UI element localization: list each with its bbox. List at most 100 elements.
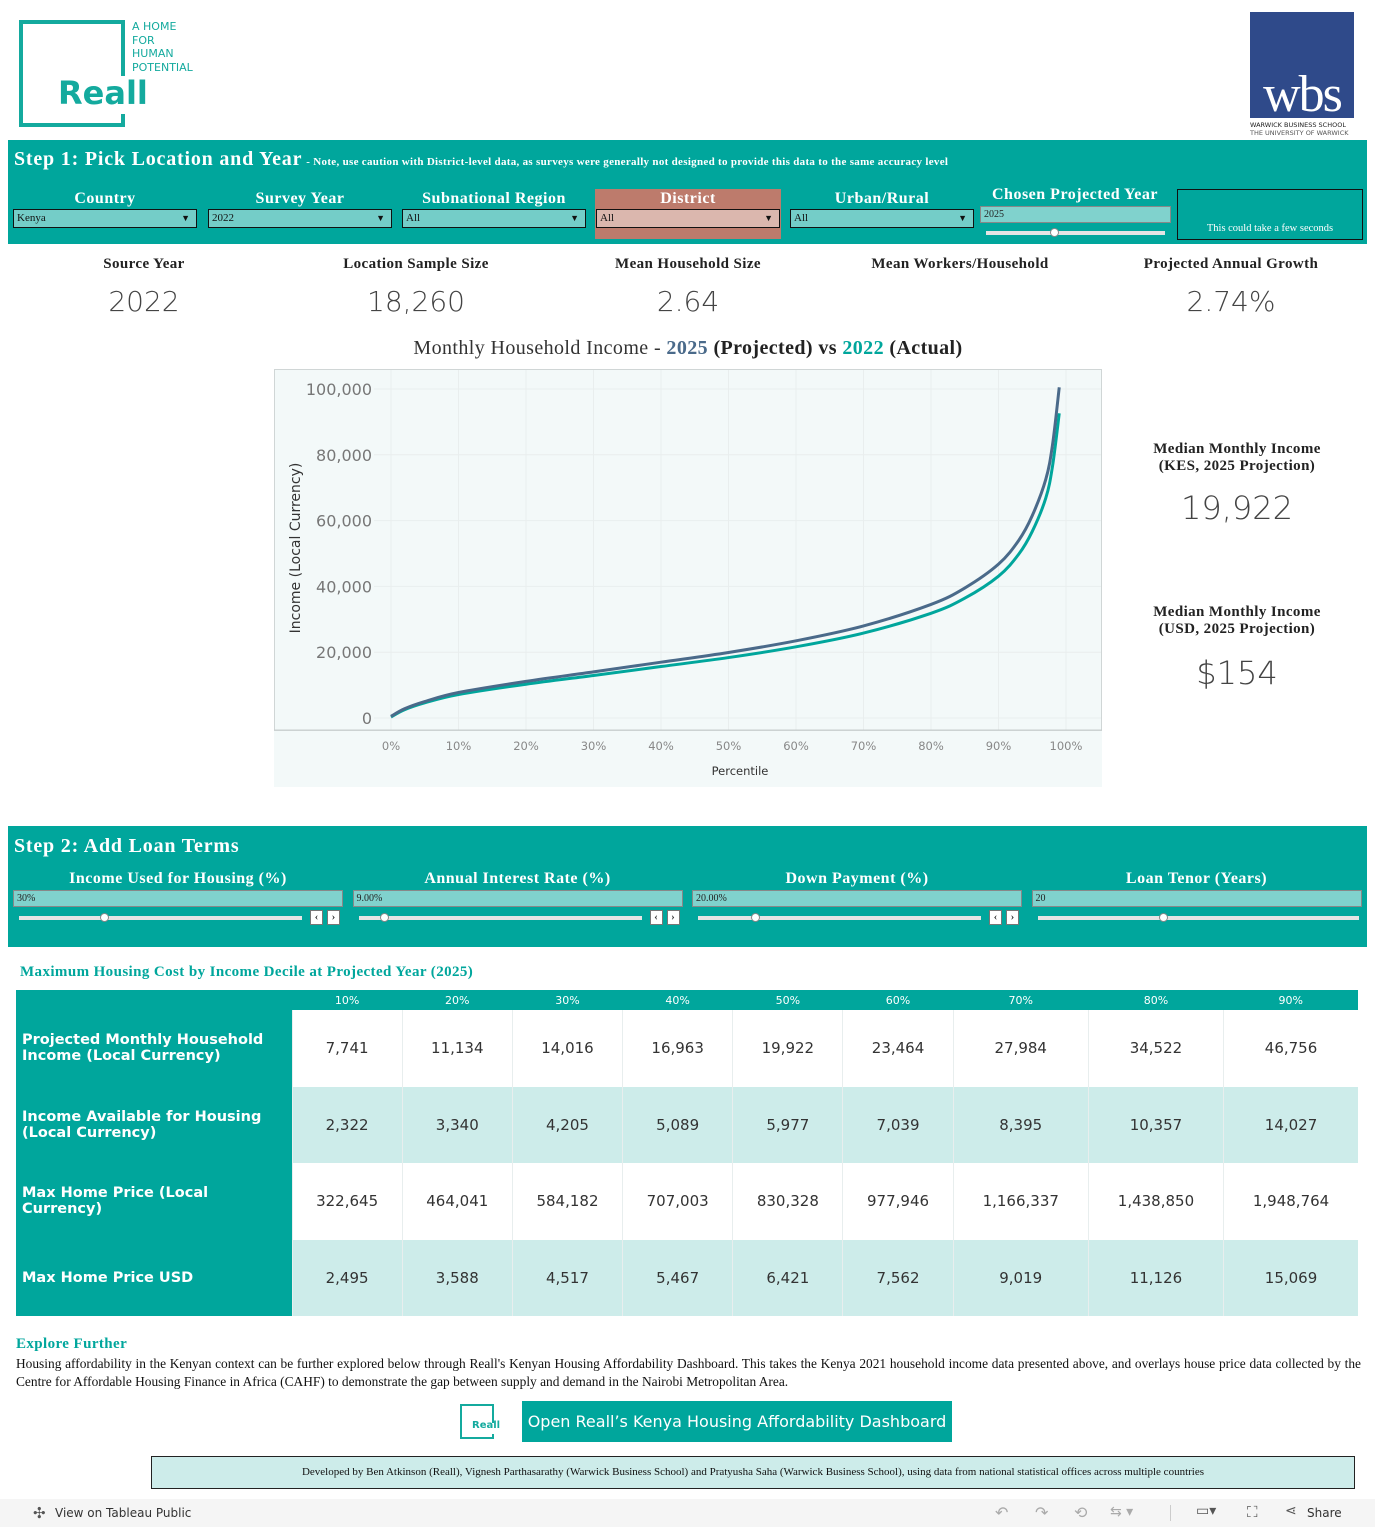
table-cell: 1,438,850	[1087, 1163, 1224, 1240]
param-slider[interactable]	[19, 913, 302, 922]
param-input[interactable]: 30%	[13, 890, 343, 907]
table-cell: 5,467	[622, 1239, 733, 1316]
table-cell: 11,126	[1087, 1239, 1224, 1316]
increment-button[interactable]: ›	[327, 910, 340, 925]
open-dashboard-button[interactable]: Open Reall’s Kenya Housing Affordability…	[522, 1401, 952, 1442]
slider-thumb[interactable]	[379, 913, 389, 922]
step1-title: Step 1: Pick Location and Year	[14, 148, 303, 170]
table-cell: 977,946	[842, 1163, 954, 1240]
param-input[interactable]: 9.00%	[352, 890, 683, 907]
tableau-toolbar: ✣ View on Tableau Public ↶ ↷ ⟲ ⇆ ▾ ▭▾ ⛶ …	[0, 1499, 1375, 1527]
kpi-label: Median Monthly Income	[1153, 604, 1321, 620]
param-label: Down Payment (%)	[785, 870, 929, 887]
x-tick-label: 60%	[783, 739, 809, 753]
fullscreen-icon[interactable]: ⛶	[1247, 1503, 1258, 1521]
slider-thumb[interactable]	[751, 913, 760, 922]
reall-small-logo: Reall	[460, 1403, 518, 1441]
stat-value: 18,260	[367, 285, 465, 318]
table-cell: 7,562	[842, 1239, 954, 1316]
decrement-button[interactable]: ‹	[649, 910, 663, 925]
param-slider[interactable]	[358, 913, 642, 922]
y-tick-label: 80,000	[316, 446, 372, 465]
table-cell: 16,963	[622, 1010, 733, 1087]
survey-year-value: 2022	[212, 212, 234, 224]
table-row: Max Home Price (Local Currency) 322,645 46…	[16, 1163, 1358, 1240]
table-cell: 46,756	[1223, 1010, 1358, 1087]
decrement-button[interactable]: ‹	[989, 910, 1002, 925]
urban-rural-dropdown[interactable]: All ▼	[790, 209, 974, 228]
step2-panel: Step 2: Add Loan Terms Income Used for H…	[8, 826, 1367, 947]
country-dropdown[interactable]: Kenya ▼	[13, 209, 197, 228]
param-input[interactable]: 20.00%	[692, 890, 1022, 907]
undo-icon[interactable]: ↶	[995, 1503, 1009, 1522]
table-cell: 15,069	[1223, 1239, 1358, 1316]
table-cell: 11,134	[401, 1010, 513, 1087]
revert-icon[interactable]: ⟲	[1074, 1503, 1088, 1522]
comment-icon[interactable]: ▭▾	[1196, 1503, 1217, 1519]
slider-thumb[interactable]	[1158, 913, 1168, 922]
param-input[interactable]: 20	[1031, 890, 1362, 907]
country-label: Country	[74, 190, 136, 207]
table-cell: 9,019	[952, 1239, 1089, 1316]
loading-note-box: This could take a few seconds	[1177, 189, 1363, 240]
redo-icon[interactable]: ↷	[1035, 1503, 1049, 1522]
table-row: Projected Monthly Household Income (Loca…	[16, 1010, 1358, 1087]
country-value: Kenya	[17, 212, 46, 224]
district-dropdown[interactable]: All ▼	[596, 209, 780, 228]
projected-year-slider[interactable]	[986, 228, 1165, 237]
dropdown-arrow-icon: ▼	[181, 213, 190, 223]
slider-thumb[interactable]	[1050, 228, 1059, 237]
step1-note: - Note, use caution with District-level …	[306, 156, 949, 168]
wbs-wordmark: wbs	[1263, 66, 1343, 123]
projected-year-label: Chosen Projected Year	[991, 186, 1158, 203]
district-value: All	[600, 212, 615, 224]
chart-title-actual-year: 2022	[842, 337, 884, 359]
y-tick-label: 60,000	[316, 512, 372, 531]
dropdown-arrow-icon: ▼	[764, 213, 773, 223]
decrement-button[interactable]: ‹	[310, 910, 323, 925]
chart-title-text: Monthly Household Income -	[413, 337, 662, 359]
view-on-tableau-link[interactable]: View on Tableau Public	[55, 1506, 192, 1520]
kpi-value: 19,922	[1181, 489, 1293, 527]
tagline-line: POTENTIAL	[132, 60, 193, 74]
x-tick-label: 100%	[1050, 739, 1083, 753]
table-cell: 14,016	[511, 1010, 623, 1087]
column-header: 10%	[292, 990, 403, 1010]
survey-year-dropdown[interactable]: 2022 ▼	[208, 209, 392, 228]
table-cell: 1,166,337	[952, 1163, 1089, 1240]
param-label: Annual Interest Rate (%)	[424, 870, 611, 887]
credits-box: Developed by Ben Atkinson (Reall), Vigne…	[151, 1456, 1355, 1489]
param-label: Loan Tenor (Years)	[1125, 870, 1268, 887]
row-header: Projected Monthly Household Income (Loca…	[16, 1010, 292, 1087]
refresh-icon[interactable]: ⇆ ▾	[1110, 1504, 1134, 1520]
param-slider[interactable]	[698, 913, 981, 922]
kpi-median-usd: Median Monthly Income (USD, 2025 Project…	[1110, 604, 1364, 692]
region-dropdown[interactable]: All ▼	[402, 209, 586, 228]
chart-title: Monthly Household Income - 2025 (Project…	[274, 337, 1102, 360]
share-icon[interactable]: ⋖	[1285, 1503, 1297, 1519]
loading-note: This could take a few seconds	[1206, 223, 1334, 234]
param-slider[interactable]	[1037, 913, 1359, 922]
kpi-label: (USD, 2025 Projection)	[1158, 621, 1316, 637]
stat-value: 2.64	[656, 285, 720, 318]
increment-button[interactable]: ›	[1006, 910, 1019, 925]
x-tick-label: 90%	[986, 739, 1012, 753]
tagline-line: HUMAN	[132, 47, 174, 60]
column-header: 80%	[1088, 990, 1224, 1010]
table-cell: 6,421	[732, 1239, 843, 1316]
chart-title-vs: vs	[818, 337, 837, 359]
x-tick-label: 40%	[648, 739, 674, 753]
kpi-value: $154	[1196, 654, 1278, 692]
series-line-2025	[390, 387, 1061, 718]
region-value: All	[406, 212, 421, 224]
table-cell: 27,984	[952, 1010, 1089, 1087]
chart-background	[274, 369, 1102, 787]
increment-button[interactable]: ›	[666, 910, 680, 925]
projected-year-input[interactable]: 2025	[980, 206, 1171, 223]
survey-year-label: Survey Year	[255, 190, 345, 207]
x-tick-label: 50%	[716, 739, 742, 753]
share-button[interactable]: Share	[1307, 1506, 1342, 1520]
stat-label: Source Year	[103, 256, 185, 272]
table-cell: 584,182	[511, 1163, 623, 1240]
slider-thumb[interactable]	[100, 913, 109, 922]
